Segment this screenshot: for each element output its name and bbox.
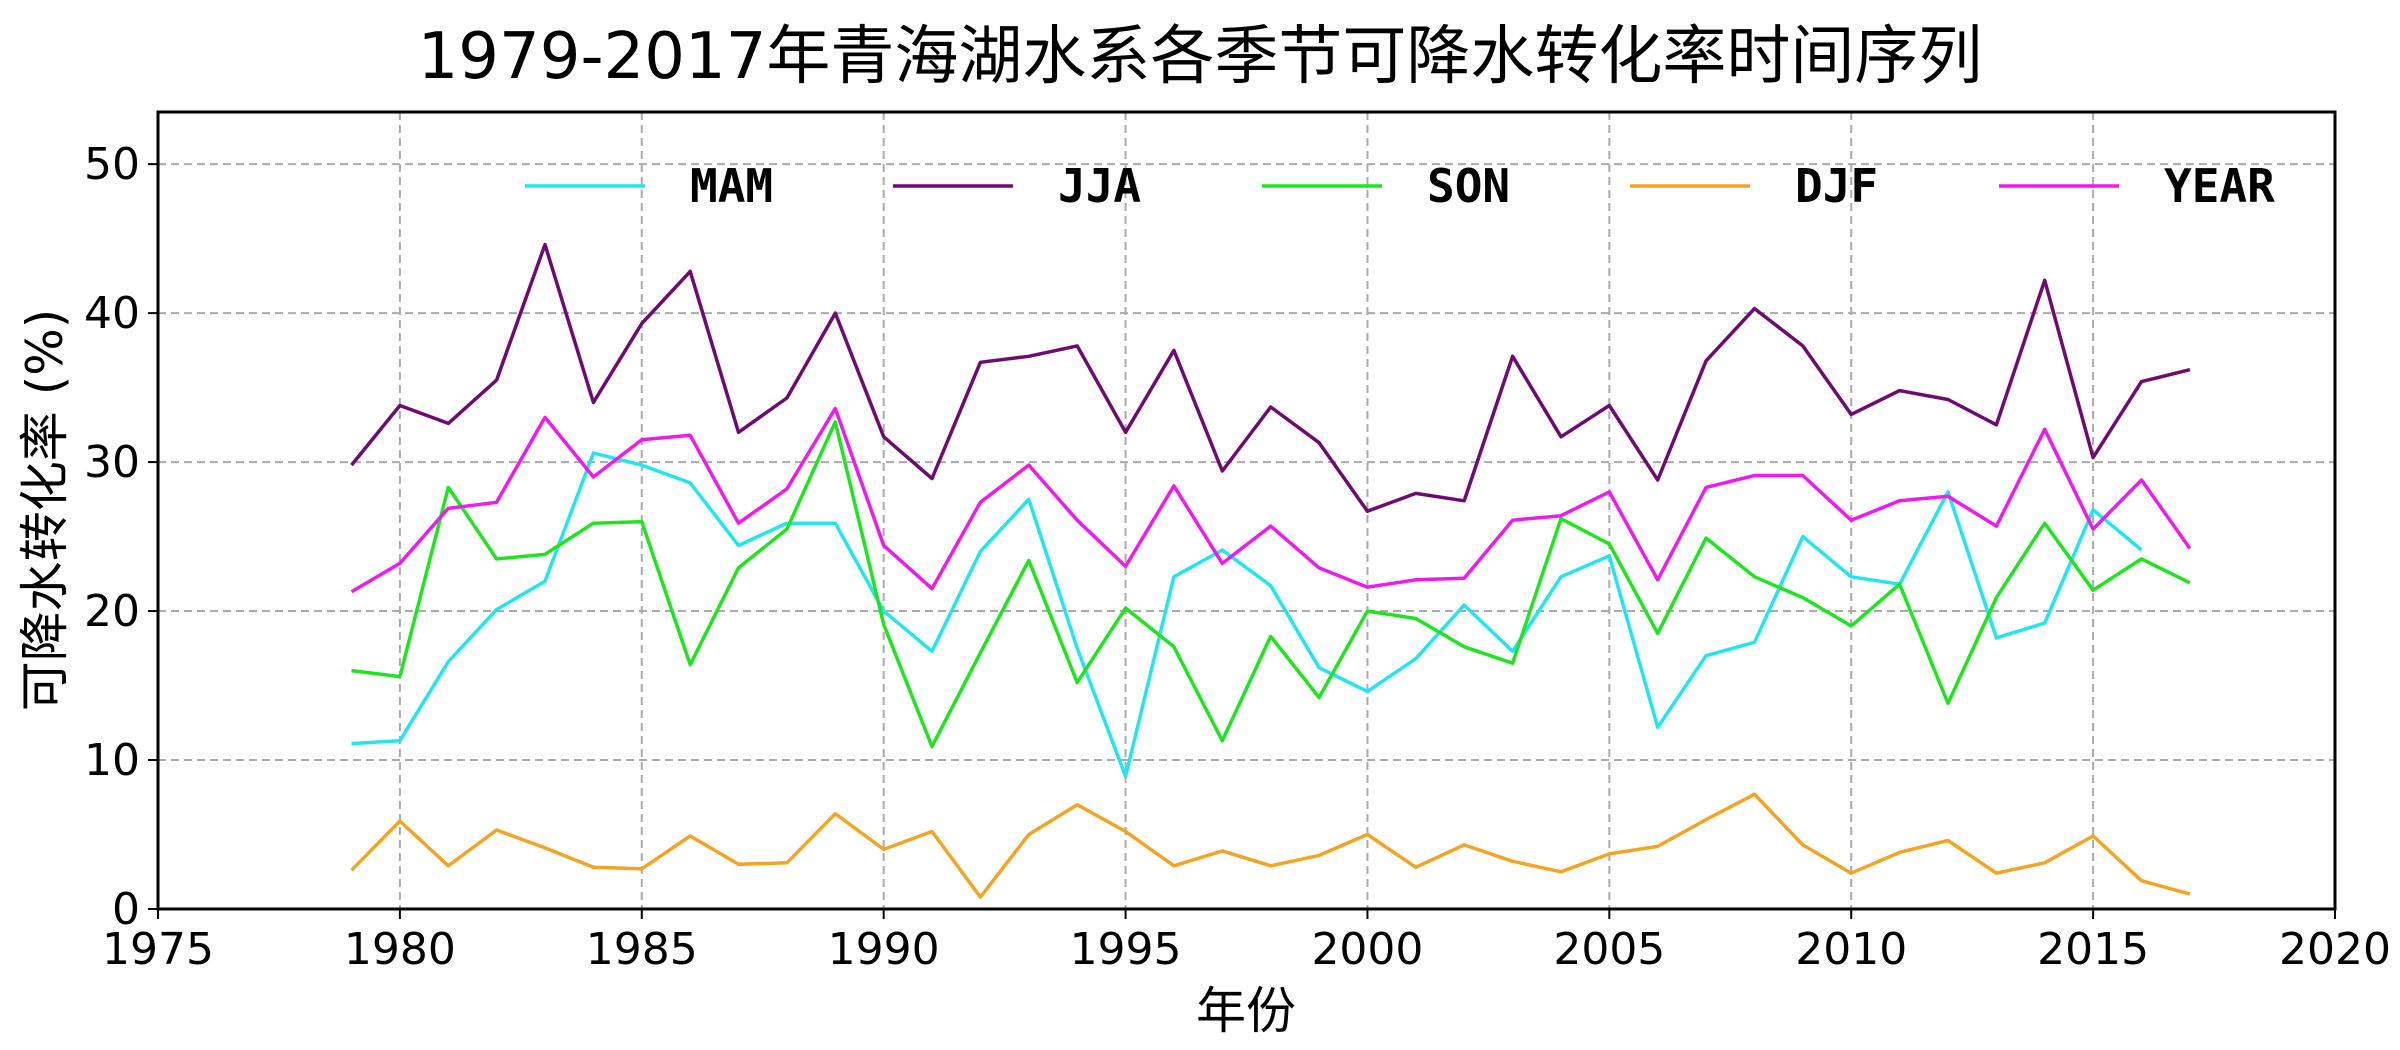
x-tick-label: 2010: [1795, 924, 1907, 975]
legend-label-djf: DJF: [1795, 159, 1878, 213]
chart-title: 1979-2017年青海湖水系各季节可降水转化率时间序列: [418, 20, 1983, 94]
plot-frame: [156, 110, 2337, 911]
y-tick-label: 40: [84, 288, 140, 339]
series-line-son: [351, 420, 2191, 749]
x-tick-label: 2000: [1311, 924, 1423, 975]
y-tick-label: 10: [84, 735, 140, 786]
x-tick-label: 1990: [828, 924, 940, 975]
series-lines: [350, 242, 2192, 899]
x-tick-label: 1985: [586, 924, 698, 975]
y-tick-label: 20: [84, 586, 140, 637]
legend-label-son: SON: [1427, 159, 1510, 213]
x-tick-label: 2020: [2279, 924, 2391, 975]
series-line-djf: [350, 792, 2191, 899]
x-tick-label: 2015: [2037, 924, 2149, 975]
legend-label-mam: MAM: [690, 159, 773, 213]
grid: [158, 112, 2335, 909]
x-tick-label: 1995: [1070, 924, 1182, 975]
series-line-mam: [351, 451, 2143, 779]
x-tick-label: 1980: [344, 924, 456, 975]
legend-label-year: YEAR: [2164, 159, 2275, 213]
y-tick-label: 0: [112, 884, 140, 935]
series-line-year: [350, 406, 2192, 594]
legend: MAM JJA SON DJF YEAR: [525, 159, 2275, 213]
y-tick-label: 50: [84, 139, 140, 190]
y-axis-label: 可降水转化率 (%): [16, 309, 74, 711]
y-tick-label: 30: [84, 437, 140, 488]
x-axis-label: 年份: [1196, 982, 1296, 1040]
x-tick-label: 1975: [102, 924, 214, 975]
legend-label-jja: JJA: [1058, 159, 1141, 213]
axis-ticks: 1975 1980 1985 1990 1995 2000 2005 2010 2015 2020…: [84, 139, 2391, 975]
series-line-jja: [350, 242, 2191, 513]
x-tick-label: 2005: [1553, 924, 1665, 975]
